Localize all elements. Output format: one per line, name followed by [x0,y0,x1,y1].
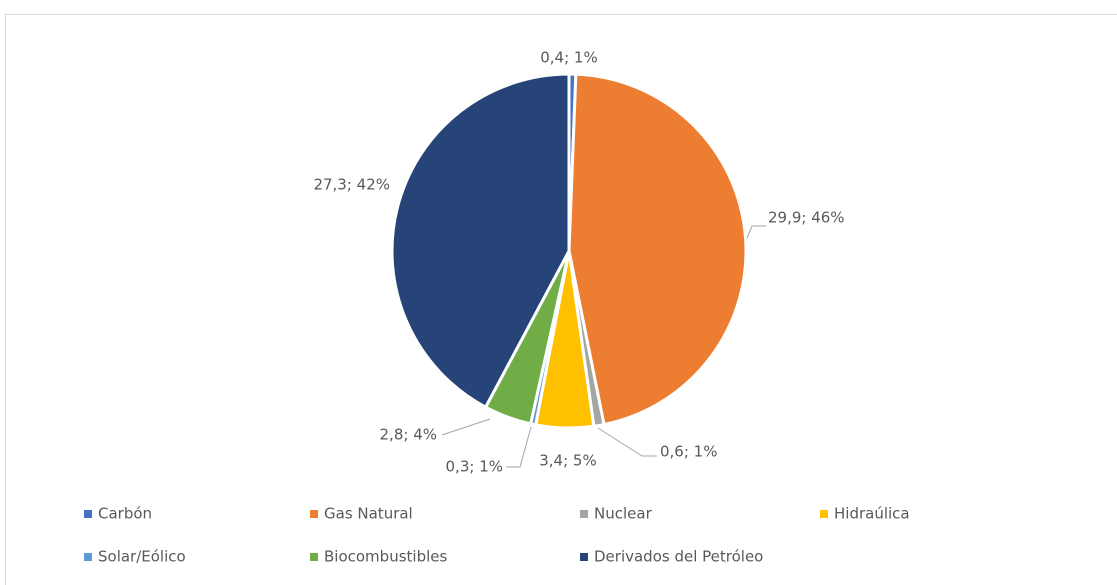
legend-swatch [84,510,92,518]
data-label: 27,3; 42% [313,176,390,194]
legend-label: Carbón [98,505,152,523]
pie-slice [390,72,571,410]
legend-swatch [310,510,318,518]
leader-line [441,418,491,436]
legend-label: Derivados del Petróleo [594,548,763,566]
legend-swatch [84,553,92,561]
legend-label: Gas Natural [324,505,413,523]
legend-label: Nuclear [594,505,653,523]
legend-swatch [820,510,828,518]
legend-label: Hidraúlica [834,505,910,523]
data-label: 29,9; 46% [768,209,845,227]
legend-label: Biocombustibles [324,548,447,566]
legend-label: Solar/Eólico [98,548,186,566]
data-label: 3,4; 5% [539,452,596,470]
leader-line [746,225,766,239]
data-label: 0,3; 1% [446,458,503,476]
legend-swatch [580,553,588,561]
leader-line [597,427,657,457]
pie-slice [567,72,748,427]
legend-swatch [580,510,588,518]
leader-line [506,426,532,468]
data-label: 0,4; 1% [540,49,597,67]
legend-swatch [310,553,318,561]
data-label: 0,6; 1% [660,443,717,461]
data-label: 2,8; 4% [380,426,437,444]
